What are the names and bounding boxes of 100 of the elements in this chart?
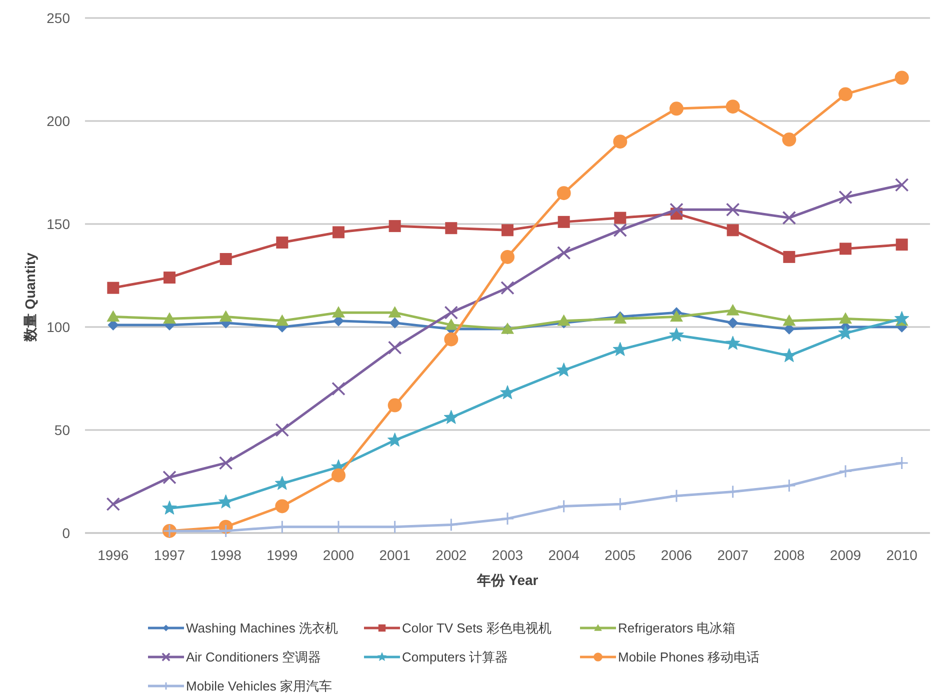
point: [558, 216, 570, 228]
point: [670, 102, 684, 116]
point: [896, 238, 908, 251]
point: [726, 224, 739, 236]
point: [276, 314, 289, 326]
point: [332, 468, 346, 482]
point: [107, 282, 120, 294]
point: [726, 304, 740, 316]
x-tick-label: 2002: [436, 547, 467, 563]
y-tick-label: 0: [62, 525, 70, 541]
point: [276, 236, 288, 249]
point: [840, 242, 852, 255]
point: [726, 100, 740, 114]
point: [500, 280, 514, 295]
point: [782, 478, 796, 492]
point: [670, 310, 683, 322]
x-tick-label: 2003: [492, 547, 524, 563]
point: [725, 336, 740, 350]
point: [502, 224, 514, 236]
point: [782, 314, 796, 326]
point: [556, 246, 571, 260]
point: [783, 250, 796, 263]
point: [839, 312, 852, 324]
point: [613, 223, 628, 238]
x-tick-label: 2000: [322, 547, 354, 563]
point: [500, 385, 515, 400]
point: [894, 178, 909, 192]
x-tick-label: 2004: [548, 547, 580, 563]
point: [782, 132, 796, 147]
point: [444, 410, 459, 424]
point: [613, 134, 628, 149]
point: [164, 272, 176, 284]
x-tick-label: 2001: [379, 547, 411, 563]
legend-label: Air Conditioners 空调器: [186, 650, 322, 664]
point: [106, 310, 120, 322]
x-tick-label: 2007: [717, 547, 749, 563]
point: [445, 222, 458, 234]
point: [388, 220, 401, 232]
y-tick-label: 200: [46, 113, 70, 129]
x-axis-title: 年份 Year: [476, 572, 539, 588]
point: [670, 489, 684, 503]
legend-label: Computers 计算器: [402, 650, 508, 664]
point: [556, 362, 572, 377]
point: [444, 332, 458, 346]
point: [838, 190, 852, 204]
point: [275, 499, 290, 514]
point: [500, 250, 514, 264]
point: [220, 253, 232, 266]
point: [162, 500, 177, 515]
x-tick-label: 2008: [774, 547, 805, 563]
y-axis-title: 数量 Quantity: [22, 252, 38, 342]
legend-label: Color TV Sets 彩色电视机: [402, 620, 552, 636]
point: [726, 202, 740, 216]
point: [106, 497, 120, 512]
point: [838, 464, 852, 478]
y-tick-label: 150: [46, 216, 70, 232]
x-tick-label: 2006: [660, 547, 692, 563]
point: [388, 398, 402, 412]
x-tick-label: 1998: [210, 547, 242, 563]
point: [219, 310, 232, 322]
point: [162, 470, 176, 484]
point: [782, 348, 797, 362]
x-tick-label: 2005: [604, 547, 636, 563]
y-tick-label: 50: [54, 422, 70, 438]
point: [388, 340, 402, 354]
point: [332, 306, 345, 318]
y-tick-label: 250: [46, 10, 70, 26]
point: [894, 70, 909, 85]
x-tick-label: 1997: [154, 547, 186, 563]
legend-label: Washing Machines 洗衣机: [186, 620, 338, 636]
point: [163, 312, 176, 324]
point: [332, 382, 346, 396]
point: [614, 212, 626, 224]
point: [782, 210, 796, 225]
point: [387, 432, 402, 447]
point: [274, 476, 290, 490]
point: [838, 87, 852, 102]
point: [388, 306, 402, 318]
point: [894, 311, 910, 326]
point: [444, 318, 458, 330]
x-tick-label: 2010: [886, 547, 918, 563]
point: [670, 202, 684, 216]
point: [669, 327, 684, 342]
legend-label: Mobile Vehicles 家用汽车: [186, 678, 332, 694]
x-tick-label: 2009: [830, 547, 862, 563]
point: [389, 317, 400, 328]
point: [556, 186, 571, 200]
point: [500, 512, 514, 526]
point: [895, 456, 909, 470]
point: [218, 456, 233, 470]
y-tick-label: 100: [46, 319, 70, 335]
point: [444, 306, 458, 320]
legend-label: Mobile Phones 移动电话: [618, 650, 760, 664]
x-tick-label: 1996: [98, 547, 129, 563]
point: [838, 325, 853, 340]
x-tick-label: 1999: [266, 547, 298, 563]
point: [275, 423, 290, 437]
point: [332, 226, 344, 238]
legend-label: Refrigerators 电冰箱: [618, 620, 736, 636]
point: [727, 317, 738, 328]
